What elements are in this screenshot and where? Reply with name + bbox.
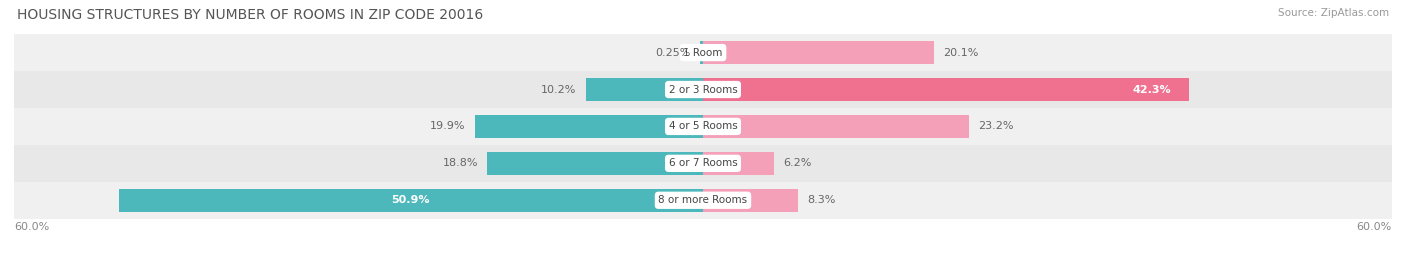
Bar [703, 189, 799, 212]
Text: 1 Room: 1 Room [683, 48, 723, 58]
Text: 60.0%: 60.0% [14, 222, 49, 232]
Bar [474, 115, 703, 138]
Bar [486, 152, 703, 175]
Bar [14, 34, 1392, 71]
Bar [586, 78, 703, 101]
Text: 60.0%: 60.0% [1357, 222, 1392, 232]
Text: 42.3%: 42.3% [1133, 84, 1171, 94]
Text: Source: ZipAtlas.com: Source: ZipAtlas.com [1278, 8, 1389, 18]
Text: 50.9%: 50.9% [391, 195, 430, 205]
Text: 6 or 7 Rooms: 6 or 7 Rooms [669, 158, 737, 168]
Text: 2 or 3 Rooms: 2 or 3 Rooms [669, 84, 737, 94]
Bar [14, 71, 1392, 108]
Text: 10.2%: 10.2% [541, 84, 576, 94]
Text: HOUSING STRUCTURES BY NUMBER OF ROOMS IN ZIP CODE 20016: HOUSING STRUCTURES BY NUMBER OF ROOMS IN… [17, 8, 484, 22]
Text: 20.1%: 20.1% [943, 48, 979, 58]
Bar [703, 41, 934, 64]
Bar [14, 182, 1392, 219]
Bar [703, 152, 775, 175]
Text: 8 or more Rooms: 8 or more Rooms [658, 195, 748, 205]
Text: 19.9%: 19.9% [430, 121, 465, 132]
Text: 23.2%: 23.2% [979, 121, 1014, 132]
Bar [700, 41, 703, 64]
Bar [14, 145, 1392, 182]
Text: 0.25%: 0.25% [655, 48, 690, 58]
Text: 8.3%: 8.3% [807, 195, 835, 205]
Bar [14, 108, 1392, 145]
Text: 6.2%: 6.2% [783, 158, 811, 168]
Text: 4 or 5 Rooms: 4 or 5 Rooms [669, 121, 737, 132]
Bar [703, 115, 969, 138]
Bar [703, 78, 1188, 101]
Bar [118, 189, 703, 212]
Text: 18.8%: 18.8% [443, 158, 478, 168]
